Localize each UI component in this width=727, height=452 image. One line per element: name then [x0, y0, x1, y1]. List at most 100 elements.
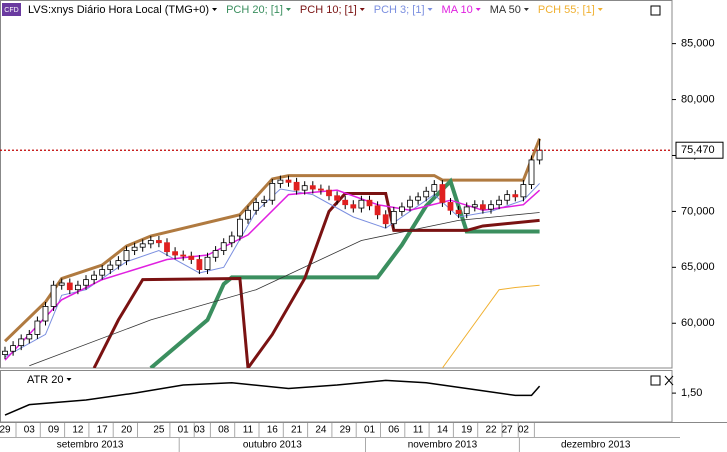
- x-tick-label: 01: [364, 425, 376, 436]
- indicator-line: [4, 379, 541, 416]
- candle-body: [269, 183, 276, 201]
- dropdown-arrow[interactable]: [475, 8, 481, 11]
- legend-entry[interactable]: PCH 55; [1]: [538, 4, 595, 16]
- candle-body: [415, 196, 422, 201]
- candle-body: [42, 306, 49, 322]
- candle-body: [204, 256, 211, 270]
- candle-body: [115, 260, 122, 266]
- candle-body: [317, 188, 324, 191]
- candle-body: [374, 205, 381, 216]
- candle-body: [471, 204, 478, 208]
- legend-entry[interactable]: PCH 3; [1]: [374, 4, 425, 16]
- x-tick-label: 06: [388, 425, 400, 436]
- candle-body: [488, 204, 494, 210]
- candle-body: [180, 254, 187, 257]
- candle-body: [196, 259, 203, 270]
- candle-body: [91, 274, 97, 281]
- candle-body: [479, 204, 486, 210]
- dropdown-arrow[interactable]: [66, 378, 72, 381]
- candle-body: [220, 242, 227, 251]
- x-tick-label: 09: [48, 425, 60, 436]
- y-tick-label: 65,000: [681, 261, 715, 273]
- candle-body: [34, 320, 41, 335]
- legend-entry[interactable]: ATR 20: [27, 374, 63, 386]
- candle-body: [455, 209, 462, 215]
- x-tick-label: 29: [340, 425, 352, 436]
- legend-entry[interactable]: MA 50: [490, 4, 521, 16]
- candle-body: [512, 194, 519, 198]
- maximize-icon[interactable]: [650, 5, 661, 16]
- legend-title: LVS:xnys Diário Hora Local (TMG+0): [28, 4, 209, 16]
- candle-body: [58, 282, 65, 286]
- candle-body: [172, 251, 179, 256]
- candle-body: [528, 159, 535, 185]
- x-tick-label: 16: [267, 425, 279, 436]
- close-icon[interactable]: [664, 375, 674, 386]
- candle-body: [261, 199, 268, 203]
- candle-body: [423, 190, 430, 198]
- main-panel-frame: [0, 0, 673, 369]
- candle-body: [10, 345, 17, 352]
- dropdown-arrow[interactable]: [427, 8, 433, 11]
- candle-body: [147, 240, 154, 245]
- candle-body: [496, 199, 503, 206]
- y-tick-label: 80,000: [681, 93, 715, 105]
- candle-body: [83, 279, 89, 286]
- x-tick-label: 22: [485, 425, 497, 436]
- candle-body: [99, 269, 106, 276]
- candle-body: [107, 264, 114, 270]
- candle-body: [18, 338, 25, 347]
- legend-entry[interactable]: MA 10: [442, 4, 473, 16]
- candle-body: [277, 179, 284, 184]
- candle-body: [366, 199, 373, 207]
- dropdown-arrow[interactable]: [597, 8, 603, 11]
- candle-body: [228, 235, 235, 244]
- candle-body: [75, 284, 81, 291]
- y-tick-label: 70,000: [681, 205, 715, 217]
- dropdown-arrow[interactable]: [359, 8, 365, 11]
- candle-body: [236, 218, 243, 237]
- candle-body: [66, 282, 73, 291]
- indicator-line: [441, 284, 540, 368]
- maximize-icon[interactable]: [650, 375, 661, 386]
- candle-body: [382, 214, 389, 225]
- candle-body: [253, 202, 260, 211]
- x-tick-label: 29: [0, 425, 11, 436]
- legend-entry[interactable]: PCH 20; [1]: [226, 4, 283, 16]
- atr-plot: [4, 379, 541, 416]
- indicator-line: [29, 212, 540, 367]
- candle-body: [447, 202, 454, 211]
- dropdown-arrow[interactable]: [285, 8, 291, 11]
- x-tick-label: 19: [461, 425, 473, 436]
- x-tick-label: 03: [24, 425, 36, 436]
- candle-body: [334, 195, 341, 201]
- candle-body: [358, 199, 365, 209]
- legend-entry[interactable]: PCH 10; [1]: [300, 4, 357, 16]
- candle-body: [155, 240, 162, 244]
- badge-text: CFD: [4, 7, 18, 14]
- month-label: novembro 2013: [408, 440, 478, 451]
- x-tick-label: 11: [413, 425, 424, 436]
- candle-body: [520, 184, 527, 198]
- last-price-box: [675, 141, 724, 159]
- x-tick-label: 21: [291, 425, 303, 436]
- month-label: setembro 2013: [57, 440, 124, 451]
- x-tick-label: 11: [243, 425, 254, 436]
- candle-body: [285, 179, 292, 183]
- candle-body: [407, 199, 413, 208]
- x-tick-label: 20: [121, 425, 133, 436]
- candle-body: [2, 350, 8, 355]
- x-tick-label: 08: [218, 425, 230, 436]
- candle-body: [309, 185, 316, 190]
- dropdown-arrow[interactable]: [523, 8, 529, 11]
- badge: [2, 3, 21, 16]
- candle-body: [123, 250, 130, 262]
- month-label: dezembro 2013: [561, 440, 631, 451]
- candle-body: [350, 204, 357, 209]
- x-tick-label: 25: [153, 425, 165, 436]
- dropdown-arrow[interactable]: [212, 8, 218, 11]
- candle-body: [342, 199, 349, 206]
